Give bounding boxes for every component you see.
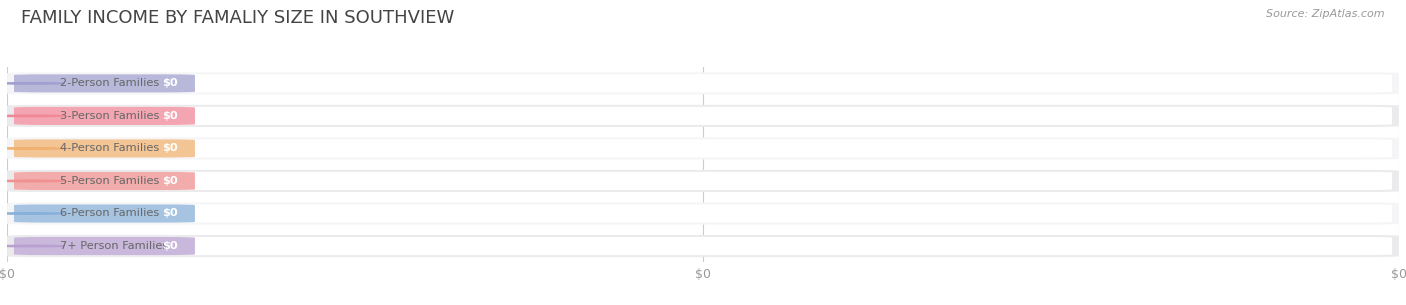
Text: $0: $0 bbox=[163, 78, 179, 88]
Text: 5-Person Families: 5-Person Families bbox=[60, 176, 159, 186]
FancyBboxPatch shape bbox=[7, 170, 1399, 192]
Text: Source: ZipAtlas.com: Source: ZipAtlas.com bbox=[1267, 9, 1385, 19]
Text: FAMILY INCOME BY FAMALIY SIZE IN SOUTHVIEW: FAMILY INCOME BY FAMALIY SIZE IN SOUTHVI… bbox=[21, 9, 454, 27]
FancyBboxPatch shape bbox=[7, 203, 1399, 224]
FancyBboxPatch shape bbox=[14, 107, 195, 125]
FancyBboxPatch shape bbox=[14, 139, 195, 157]
Text: $0: $0 bbox=[163, 111, 179, 121]
FancyBboxPatch shape bbox=[14, 237, 1392, 255]
FancyBboxPatch shape bbox=[14, 237, 195, 255]
Text: 7+ Person Families: 7+ Person Families bbox=[60, 241, 169, 251]
Circle shape bbox=[0, 245, 65, 247]
FancyBboxPatch shape bbox=[14, 74, 1392, 92]
Text: $0: $0 bbox=[163, 209, 179, 218]
FancyBboxPatch shape bbox=[14, 204, 195, 223]
Circle shape bbox=[0, 148, 65, 149]
FancyBboxPatch shape bbox=[14, 107, 1392, 125]
Text: 6-Person Families: 6-Person Families bbox=[60, 209, 159, 218]
Text: $0: $0 bbox=[163, 241, 179, 251]
Circle shape bbox=[0, 115, 65, 117]
Text: 3-Person Families: 3-Person Families bbox=[60, 111, 159, 121]
Text: $0: $0 bbox=[163, 176, 179, 186]
FancyBboxPatch shape bbox=[7, 137, 1399, 160]
Circle shape bbox=[0, 83, 65, 84]
Text: 2-Person Families: 2-Person Families bbox=[60, 78, 159, 88]
FancyBboxPatch shape bbox=[14, 172, 1392, 190]
Circle shape bbox=[0, 180, 65, 182]
FancyBboxPatch shape bbox=[7, 235, 1399, 257]
FancyBboxPatch shape bbox=[14, 139, 1392, 157]
FancyBboxPatch shape bbox=[7, 105, 1399, 127]
FancyBboxPatch shape bbox=[14, 74, 195, 92]
Text: $0: $0 bbox=[163, 143, 179, 153]
FancyBboxPatch shape bbox=[14, 172, 195, 190]
FancyBboxPatch shape bbox=[14, 204, 1392, 223]
Text: 4-Person Families: 4-Person Families bbox=[60, 143, 159, 153]
FancyBboxPatch shape bbox=[7, 72, 1399, 95]
Circle shape bbox=[0, 213, 65, 214]
